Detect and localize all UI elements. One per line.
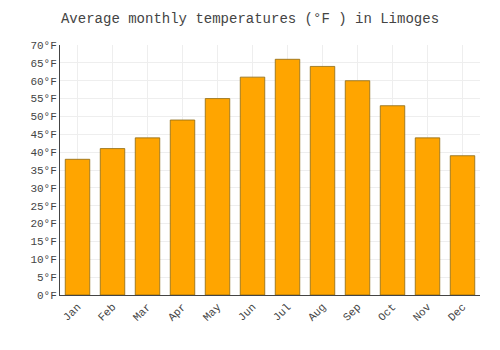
svg-text:Dec: Dec (446, 301, 468, 323)
svg-text:60°F: 60°F (30, 76, 56, 88)
svg-text:Sep: Sep (341, 301, 363, 323)
svg-text:Jul: Jul (271, 301, 293, 323)
svg-text:Oct: Oct (376, 301, 398, 323)
svg-text:40°F: 40°F (30, 147, 56, 159)
svg-text:50°F: 50°F (30, 111, 56, 123)
svg-text:70°F: 70°F (30, 40, 56, 52)
svg-text:10°F: 10°F (30, 254, 56, 266)
svg-text:May: May (201, 301, 224, 324)
svg-text:0°F: 0°F (37, 290, 57, 302)
svg-text:Jan: Jan (61, 301, 83, 323)
svg-text:Feb: Feb (96, 301, 118, 323)
svg-text:65°F: 65°F (30, 58, 56, 70)
svg-text:45°F: 45°F (30, 129, 56, 141)
svg-text:20°F: 20°F (30, 218, 56, 230)
svg-text:Jun: Jun (236, 301, 258, 323)
svg-text:Mar: Mar (131, 301, 153, 323)
svg-text:30°F: 30°F (30, 183, 56, 195)
svg-text:Average monthly temperatures (: Average monthly temperatures (°F ) in Li… (61, 11, 439, 27)
svg-text:5°F: 5°F (37, 272, 57, 284)
svg-text:55°F: 55°F (30, 93, 56, 105)
svg-text:35°F: 35°F (30, 165, 56, 177)
svg-text:Nov: Nov (411, 301, 434, 324)
svg-text:25°F: 25°F (30, 201, 56, 213)
svg-text:Aug: Aug (306, 301, 328, 323)
svg-text:15°F: 15°F (30, 236, 56, 248)
svg-text:Apr: Apr (166, 301, 188, 323)
